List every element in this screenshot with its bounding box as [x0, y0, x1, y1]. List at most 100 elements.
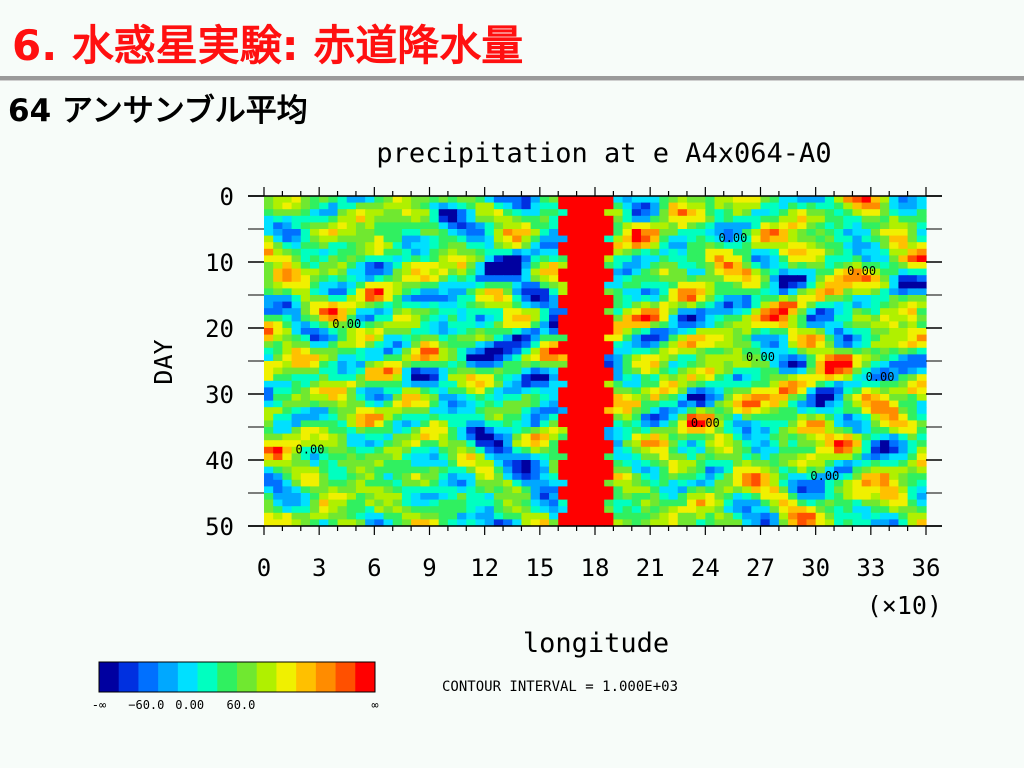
heatmap-cell — [337, 453, 348, 461]
heatmap-cell — [705, 328, 716, 336]
heatmap-cell — [273, 433, 283, 441]
heatmap-cell — [319, 407, 329, 415]
heatmap-cell — [650, 248, 660, 256]
heatmap-cell — [365, 288, 375, 296]
heatmap-cell — [383, 215, 394, 223]
heatmap-cell — [539, 440, 550, 448]
heatmap-cell — [788, 255, 798, 263]
heatmap-cell — [282, 314, 293, 322]
heatmap-cell — [714, 354, 725, 362]
heatmap-cell — [273, 380, 283, 388]
heatmap-cell — [677, 506, 688, 514]
heatmap-cell — [392, 341, 403, 349]
heatmap-cell — [493, 354, 504, 362]
heatmap-cell — [778, 400, 789, 408]
heatmap-cell — [742, 460, 752, 468]
heatmap-cell — [797, 295, 808, 303]
heatmap-cell — [852, 334, 863, 342]
heatmap-cell — [788, 347, 798, 355]
heatmap-cell — [457, 301, 467, 309]
heatmap-cell — [264, 512, 274, 520]
heatmap-cell — [824, 473, 835, 481]
heatmap-cell — [282, 407, 293, 415]
heatmap-cell — [291, 321, 302, 329]
heatmap-cell — [392, 407, 403, 415]
colorbar-swatch — [237, 662, 258, 692]
heatmap-cell — [824, 387, 835, 395]
heatmap-cell — [861, 275, 872, 283]
heatmap-cell — [457, 407, 467, 415]
heatmap-cell — [622, 262, 633, 270]
heatmap-cell — [613, 295, 624, 303]
heatmap-cell — [457, 387, 467, 395]
heatmap-cell — [438, 512, 449, 520]
heatmap-cell — [585, 400, 596, 408]
heatmap-cell — [457, 255, 467, 263]
heatmap-cell — [806, 460, 817, 468]
heatmap-cell — [604, 453, 614, 461]
heatmap-cell — [797, 512, 808, 520]
heatmap-cell — [834, 229, 844, 237]
heatmap-cell — [595, 202, 605, 210]
heatmap-cell — [788, 433, 798, 441]
heatmap-cell — [815, 328, 826, 336]
heatmap-cell — [264, 367, 274, 375]
heatmap-cell — [466, 215, 477, 223]
heatmap-cell — [668, 446, 679, 454]
heatmap-cell — [834, 196, 844, 204]
heatmap-cell — [521, 229, 532, 237]
heatmap-cell — [815, 413, 826, 421]
heatmap-cell — [861, 413, 872, 421]
heatmap-cell — [834, 328, 844, 336]
heatmap-cell — [328, 202, 339, 210]
heatmap-cell — [585, 486, 596, 494]
heatmap-cell — [475, 255, 486, 263]
heatmap-cell — [696, 413, 706, 421]
heatmap-cell — [539, 433, 550, 441]
heatmap-cell — [503, 506, 513, 514]
heatmap-cell — [521, 301, 532, 309]
heatmap-cell — [650, 460, 660, 468]
heatmap-cell — [668, 215, 679, 223]
heatmap-cell — [539, 196, 550, 204]
heatmap-cell — [852, 427, 863, 435]
heatmap-cell — [438, 275, 449, 283]
heatmap-cell — [438, 427, 449, 435]
heatmap-cell — [346, 301, 357, 309]
heatmap-cell — [659, 314, 670, 322]
heatmap-cell — [346, 486, 357, 494]
heatmap-cell — [760, 400, 771, 408]
heatmap-cell — [558, 466, 569, 474]
heatmap-cell — [778, 380, 789, 388]
heatmap-cell — [613, 255, 624, 263]
heatmap-cell — [300, 235, 311, 243]
heatmap-cell — [309, 321, 320, 329]
heatmap-cell — [392, 202, 403, 210]
heatmap-cell — [640, 486, 651, 494]
heatmap-cell — [889, 288, 900, 296]
heatmap-cell — [613, 400, 624, 408]
heatmap-cell — [282, 466, 293, 474]
heatmap-cell — [732, 466, 743, 474]
heatmap-cell — [319, 262, 329, 270]
heatmap-cell — [861, 506, 872, 514]
heatmap-cell — [521, 433, 532, 441]
heatmap-cell — [889, 473, 900, 481]
heatmap-cell — [567, 400, 578, 408]
heatmap-cell — [401, 440, 412, 448]
heatmap-cell — [392, 262, 403, 270]
heatmap-cell — [512, 248, 523, 256]
heatmap-cell — [595, 506, 605, 514]
heatmap-cell — [797, 347, 808, 355]
heatmap-cell — [549, 394, 559, 402]
heatmap-cell — [392, 367, 403, 375]
heatmap-cell — [493, 235, 504, 243]
heatmap-cell — [282, 367, 293, 375]
heatmap-cell — [309, 479, 320, 487]
heatmap-cell — [365, 374, 375, 382]
heatmap-cell — [411, 367, 421, 375]
heatmap-cell — [732, 235, 743, 243]
heatmap-cell — [677, 275, 688, 283]
heatmap-cell — [723, 268, 734, 276]
heatmap-cell — [493, 308, 504, 316]
